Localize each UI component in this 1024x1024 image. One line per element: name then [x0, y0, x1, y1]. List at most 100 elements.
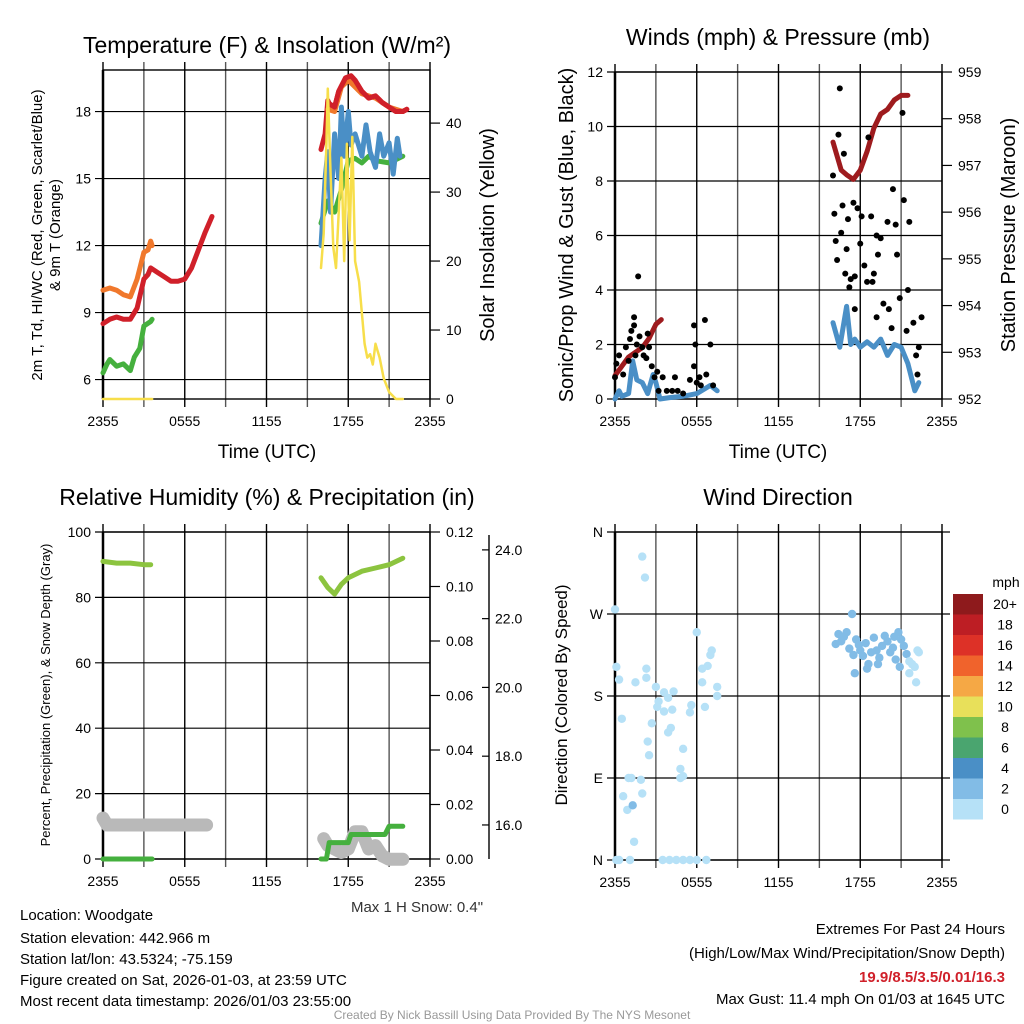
direction-y-tick-label: N: [593, 524, 603, 540]
direction-direction-point: [861, 638, 870, 648]
legend-title: mph: [992, 574, 1019, 590]
direction-direction-point: [647, 719, 656, 728]
direction-direction-point: [911, 678, 921, 687]
legend-swatch: [953, 778, 983, 799]
legend-swatch: [953, 594, 983, 615]
direction-direction-point: [873, 659, 883, 669]
direction-direction-point: [614, 675, 624, 684]
winds-gust-point: [870, 270, 877, 277]
legend-label: 2: [1001, 781, 1009, 797]
legend-swatch: [953, 737, 983, 758]
winds-gust-point: [613, 360, 620, 367]
winds-series-wind-speed: [612, 358, 720, 402]
winds-gust-point: [835, 131, 842, 138]
winds-x-tick-label: 2355: [599, 413, 630, 429]
direction-direction-point: [896, 635, 906, 644]
winds-gust-point: [710, 382, 717, 389]
temperature-chart-title: Temperature (F) & Insolation (W/m²): [83, 32, 451, 58]
winds-gust-point: [636, 333, 643, 340]
humidity-x-tick-label: 0555: [169, 873, 200, 889]
humidity-right-tick-label: 0.10: [446, 579, 473, 595]
winds-y-tick-label: 8: [595, 173, 603, 189]
winds-gust-point: [651, 374, 658, 381]
winds-gust-point: [674, 387, 681, 394]
direction-direction-point: [847, 609, 857, 619]
temperature-y-tick-label: 15: [75, 171, 91, 187]
winds-series-wind-speed: [830, 303, 922, 394]
direction-direction-point: [665, 855, 674, 865]
winds-gust-point: [854, 205, 861, 212]
direction-direction-point: [627, 773, 636, 783]
latlon-text: Station lat/lon: 43.5324; -75.159: [20, 951, 233, 968]
winds-gust-point: [892, 221, 899, 228]
direction-direction-point: [698, 678, 707, 687]
winds-gust-point: [635, 273, 642, 280]
legend-label: 10: [997, 699, 1013, 715]
direction-y-tick-label: S: [594, 688, 603, 704]
winds-gust-point: [631, 322, 638, 329]
winds-gust-point: [843, 246, 850, 253]
winds-gust-point: [838, 229, 845, 236]
winds-gust-point: [894, 251, 901, 258]
winds-gust-point: [913, 352, 920, 359]
humidity-x-tick-label: 1155: [251, 873, 281, 889]
humidity-y-tick-label: 100: [68, 524, 92, 540]
temperature-y-tick-label: 18: [75, 104, 91, 120]
winds-gust-point: [903, 327, 910, 334]
humidity-snow-tick-label: 20.0: [495, 679, 522, 695]
winds-gust-point: [643, 355, 650, 362]
direction-direction-point: [614, 855, 624, 865]
direction-direction-point: [676, 764, 685, 774]
direction-x-tick-label: 2355: [599, 874, 630, 890]
direction-direction-point: [703, 661, 712, 671]
humidity-chart-title: Relative Humidity (%) & Precipitation (i…: [59, 484, 474, 510]
winds-gust-point: [680, 390, 687, 397]
humidity-y-tick-label: 20: [75, 786, 91, 802]
winds-x-axis-label: Time (UTC): [729, 442, 828, 463]
humidity-y-tick-label: 60: [75, 655, 91, 671]
winds-gust-point: [832, 237, 839, 244]
direction-direction-point: [845, 644, 854, 653]
temperature-x-tick-label: 1155: [251, 413, 281, 429]
winds-gust-point: [703, 371, 710, 378]
humidity-y-axis-label: Percent, Precipitation (Green), & Snow D…: [38, 544, 53, 847]
winds-gust-point: [899, 109, 906, 116]
legend-label: 6: [1001, 740, 1009, 756]
direction-direction-point: [644, 751, 654, 760]
winds-gust-point: [846, 284, 853, 291]
extremes-subtitle: (High/Low/Max Wind/Precipitation/Snow De…: [689, 945, 1005, 962]
direction-direction-point: [862, 664, 872, 673]
temperature-right-tick-label: 0: [446, 391, 454, 407]
winds-gust-point: [889, 186, 896, 193]
winds-gust-point: [861, 262, 868, 269]
winds-gust-point: [686, 376, 693, 383]
direction-direction-point: [678, 855, 688, 865]
temperature-x-tick-label: 1755: [333, 413, 364, 429]
elevation-text: Station elevation: 442.966 m: [20, 930, 210, 947]
winds-gust-point: [885, 306, 892, 313]
winds-y-tick-label: 4: [595, 282, 603, 298]
legend-swatch: [953, 696, 983, 717]
winds-gust-point: [842, 270, 849, 277]
legend-label: 14: [997, 658, 1013, 674]
extremes-values: 19.9/8.5/3.5/0.01/16.3: [859, 969, 1005, 986]
direction-direction-point: [638, 789, 647, 798]
winds-gust-point: [915, 344, 922, 351]
winds-gust-point: [857, 240, 864, 247]
winds-gust-point: [644, 330, 651, 337]
pressure-y-axis-label: Station Pressure (Maroon): [998, 118, 1020, 353]
winds-gust-point: [639, 344, 646, 351]
wind-direction-chart-title: Wind Direction: [703, 484, 853, 510]
direction-direction-point: [712, 691, 722, 701]
humidity-series-precipitation: [318, 823, 406, 862]
direction-direction-point: [666, 723, 676, 733]
winds-gust-point: [914, 371, 921, 378]
temperature-x-tick-label: 0555: [169, 413, 200, 429]
humidity-y-tick-label: 40: [75, 720, 91, 736]
insolation-y-axis-label: Solar Insolation (Yellow): [477, 128, 499, 342]
winds-gust-point: [858, 213, 865, 220]
max-snow-note: Max 1 H Snow: 0.4": [351, 899, 483, 916]
winds-right-tick-label: 956: [958, 204, 982, 220]
direction-direction-point: [612, 662, 621, 672]
